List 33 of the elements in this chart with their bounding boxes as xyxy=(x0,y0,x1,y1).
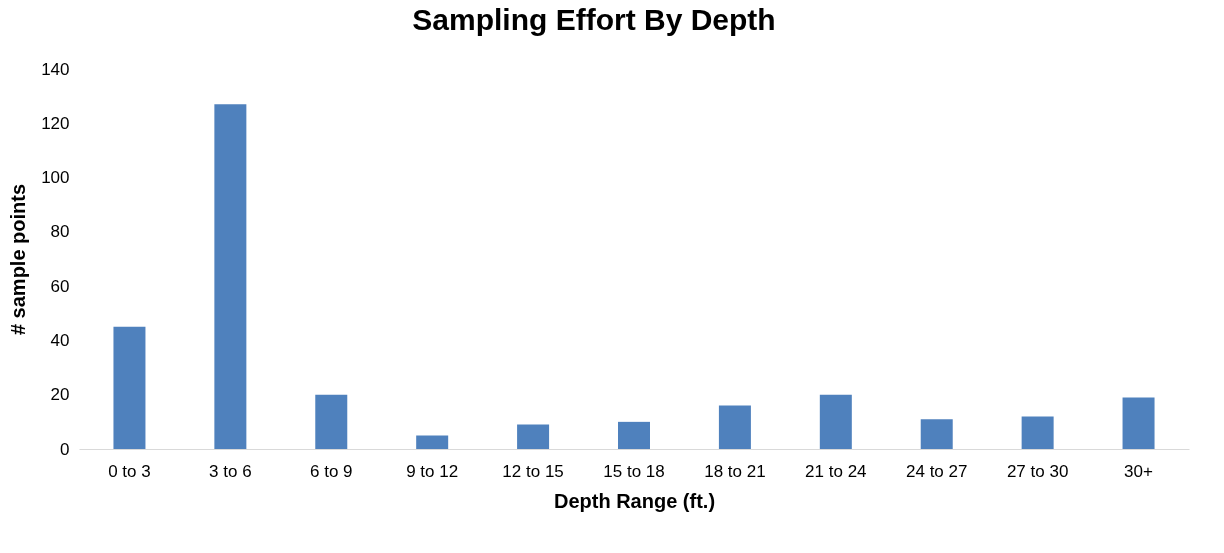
y-tick-label: 40 xyxy=(50,330,70,350)
bar xyxy=(214,104,247,449)
bar xyxy=(618,421,650,449)
bar xyxy=(1122,397,1155,449)
bar xyxy=(1021,416,1054,449)
bar xyxy=(315,394,348,449)
y-tick-label: 80 xyxy=(50,222,70,242)
bar xyxy=(920,419,953,449)
y-tick-label: 120 xyxy=(41,113,70,133)
x-tick-label: 0 to 3 xyxy=(108,461,151,481)
y-tick-label: 60 xyxy=(50,276,70,296)
x-tick-label: 9 to 12 xyxy=(406,461,459,481)
x-tick-label: 21 to 24 xyxy=(805,461,867,481)
bar xyxy=(718,405,751,449)
x-tick-label: 15 to 18 xyxy=(603,461,665,481)
y-axis-title: # sample points xyxy=(7,183,30,336)
y-tick-label: 20 xyxy=(50,385,70,405)
y-tick-label: 100 xyxy=(41,168,70,188)
x-tick-label: 3 to 6 xyxy=(209,461,252,481)
bar xyxy=(416,435,449,449)
y-tick-label: 0 xyxy=(60,439,70,459)
bar xyxy=(113,326,146,449)
x-axis-title: Depth Range (ft.) xyxy=(553,489,716,512)
x-tick-label: 30+ xyxy=(1124,461,1154,481)
x-tick-label: 6 to 9 xyxy=(310,461,353,481)
bar xyxy=(819,394,852,449)
x-tick-label: 12 to 15 xyxy=(502,461,564,481)
x-tick-label: 27 to 30 xyxy=(1006,461,1069,481)
x-tick-label: 24 to 27 xyxy=(906,461,968,481)
bar xyxy=(517,424,550,449)
y-tick-label: 140 xyxy=(41,59,70,79)
chart-title: Sampling Effort By Depth xyxy=(412,3,776,36)
x-tick-label: 18 to 21 xyxy=(704,461,766,481)
